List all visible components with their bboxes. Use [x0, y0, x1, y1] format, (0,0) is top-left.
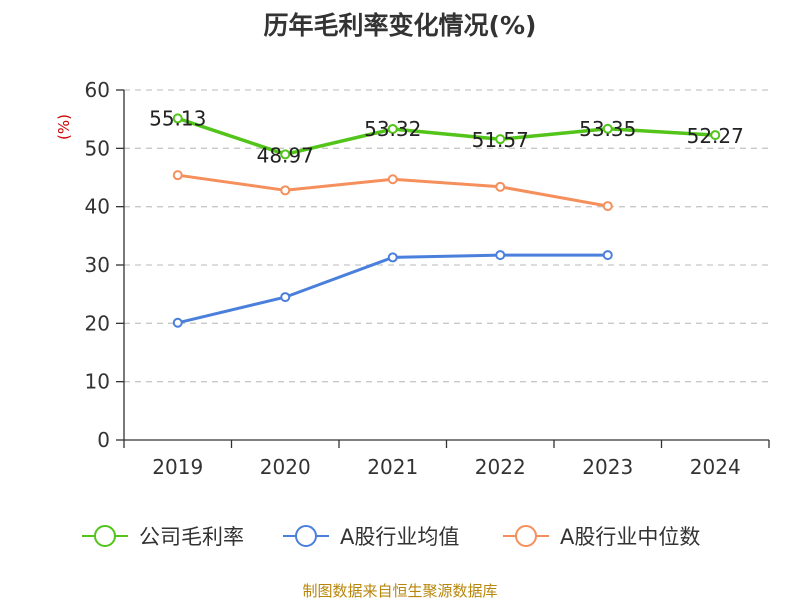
y-tick-label: 20: [85, 311, 110, 335]
data-point: [602, 250, 613, 261]
legend-label: A股行业中位数: [560, 525, 700, 549]
y-tick-label: 10: [85, 370, 110, 394]
data-point: [710, 130, 721, 141]
data-point: [387, 174, 398, 185]
legend-marker-icon: [515, 525, 537, 547]
grid-lines: [124, 89, 769, 383]
data-point: [387, 123, 398, 134]
data-point: [280, 292, 291, 303]
y-tick-label: 0: [97, 428, 110, 452]
data-point: [602, 123, 613, 134]
data-point: [172, 113, 183, 124]
data-label: 55.13: [149, 106, 206, 130]
data-label: 53.32: [364, 117, 421, 141]
y-tick-label: 50: [85, 136, 110, 160]
x-tick-label: 2023: [582, 455, 633, 479]
x-tick-label: 2022: [475, 455, 526, 479]
source-note: 制图数据来自恒生聚源数据库: [302, 582, 497, 600]
chart-title: 历年毛利率变化情况(%): [264, 11, 537, 40]
data-point: [172, 170, 183, 181]
legend-marker-icon: [94, 525, 116, 547]
x-tick-label: 2020: [260, 455, 311, 479]
data-label: 52.27: [687, 124, 744, 148]
data-label: 53.35: [579, 117, 636, 141]
data-point: [387, 252, 398, 263]
legend-marker-icon: [295, 525, 317, 547]
legend[interactable]: 公司毛利率 A股行业均值 A股行业中位数: [82, 525, 700, 549]
series-line: [177, 116, 716, 157]
data-labels: 55.13 48.97 53.32 51.57 53.35 52.27: [149, 106, 744, 167]
legend-item[interactable]: A股行业中位数: [503, 525, 700, 549]
data-point: [495, 181, 506, 192]
x-tick-label: 2021: [367, 455, 418, 479]
legend-item[interactable]: 公司毛利率: [82, 525, 244, 549]
data-point: [495, 250, 506, 261]
legend-item[interactable]: A股行业均值: [283, 525, 459, 549]
y-tick-label: 30: [85, 253, 110, 277]
data-point: [280, 149, 291, 160]
data-point: [495, 134, 506, 145]
series-lines: [172, 113, 721, 328]
data-label: 48.97: [257, 143, 314, 167]
y-axis-unit-label: (%): [55, 114, 73, 140]
data-label: 51.57: [472, 128, 529, 152]
x-tick-label: 2019: [152, 455, 203, 479]
y-tick-label: 60: [85, 78, 110, 102]
data-point: [172, 317, 183, 328]
legend-label: A股行业均值: [340, 525, 459, 549]
axes: 0 10 20 30 40 50 60 2019 2020 2021 2022 2023 2024: [85, 78, 770, 479]
x-tick-label: 2024: [690, 455, 741, 479]
legend-label: 公司毛利率: [139, 525, 244, 549]
data-point: [602, 201, 613, 212]
data-point: [280, 185, 291, 196]
y-tick-label: 40: [85, 195, 110, 219]
